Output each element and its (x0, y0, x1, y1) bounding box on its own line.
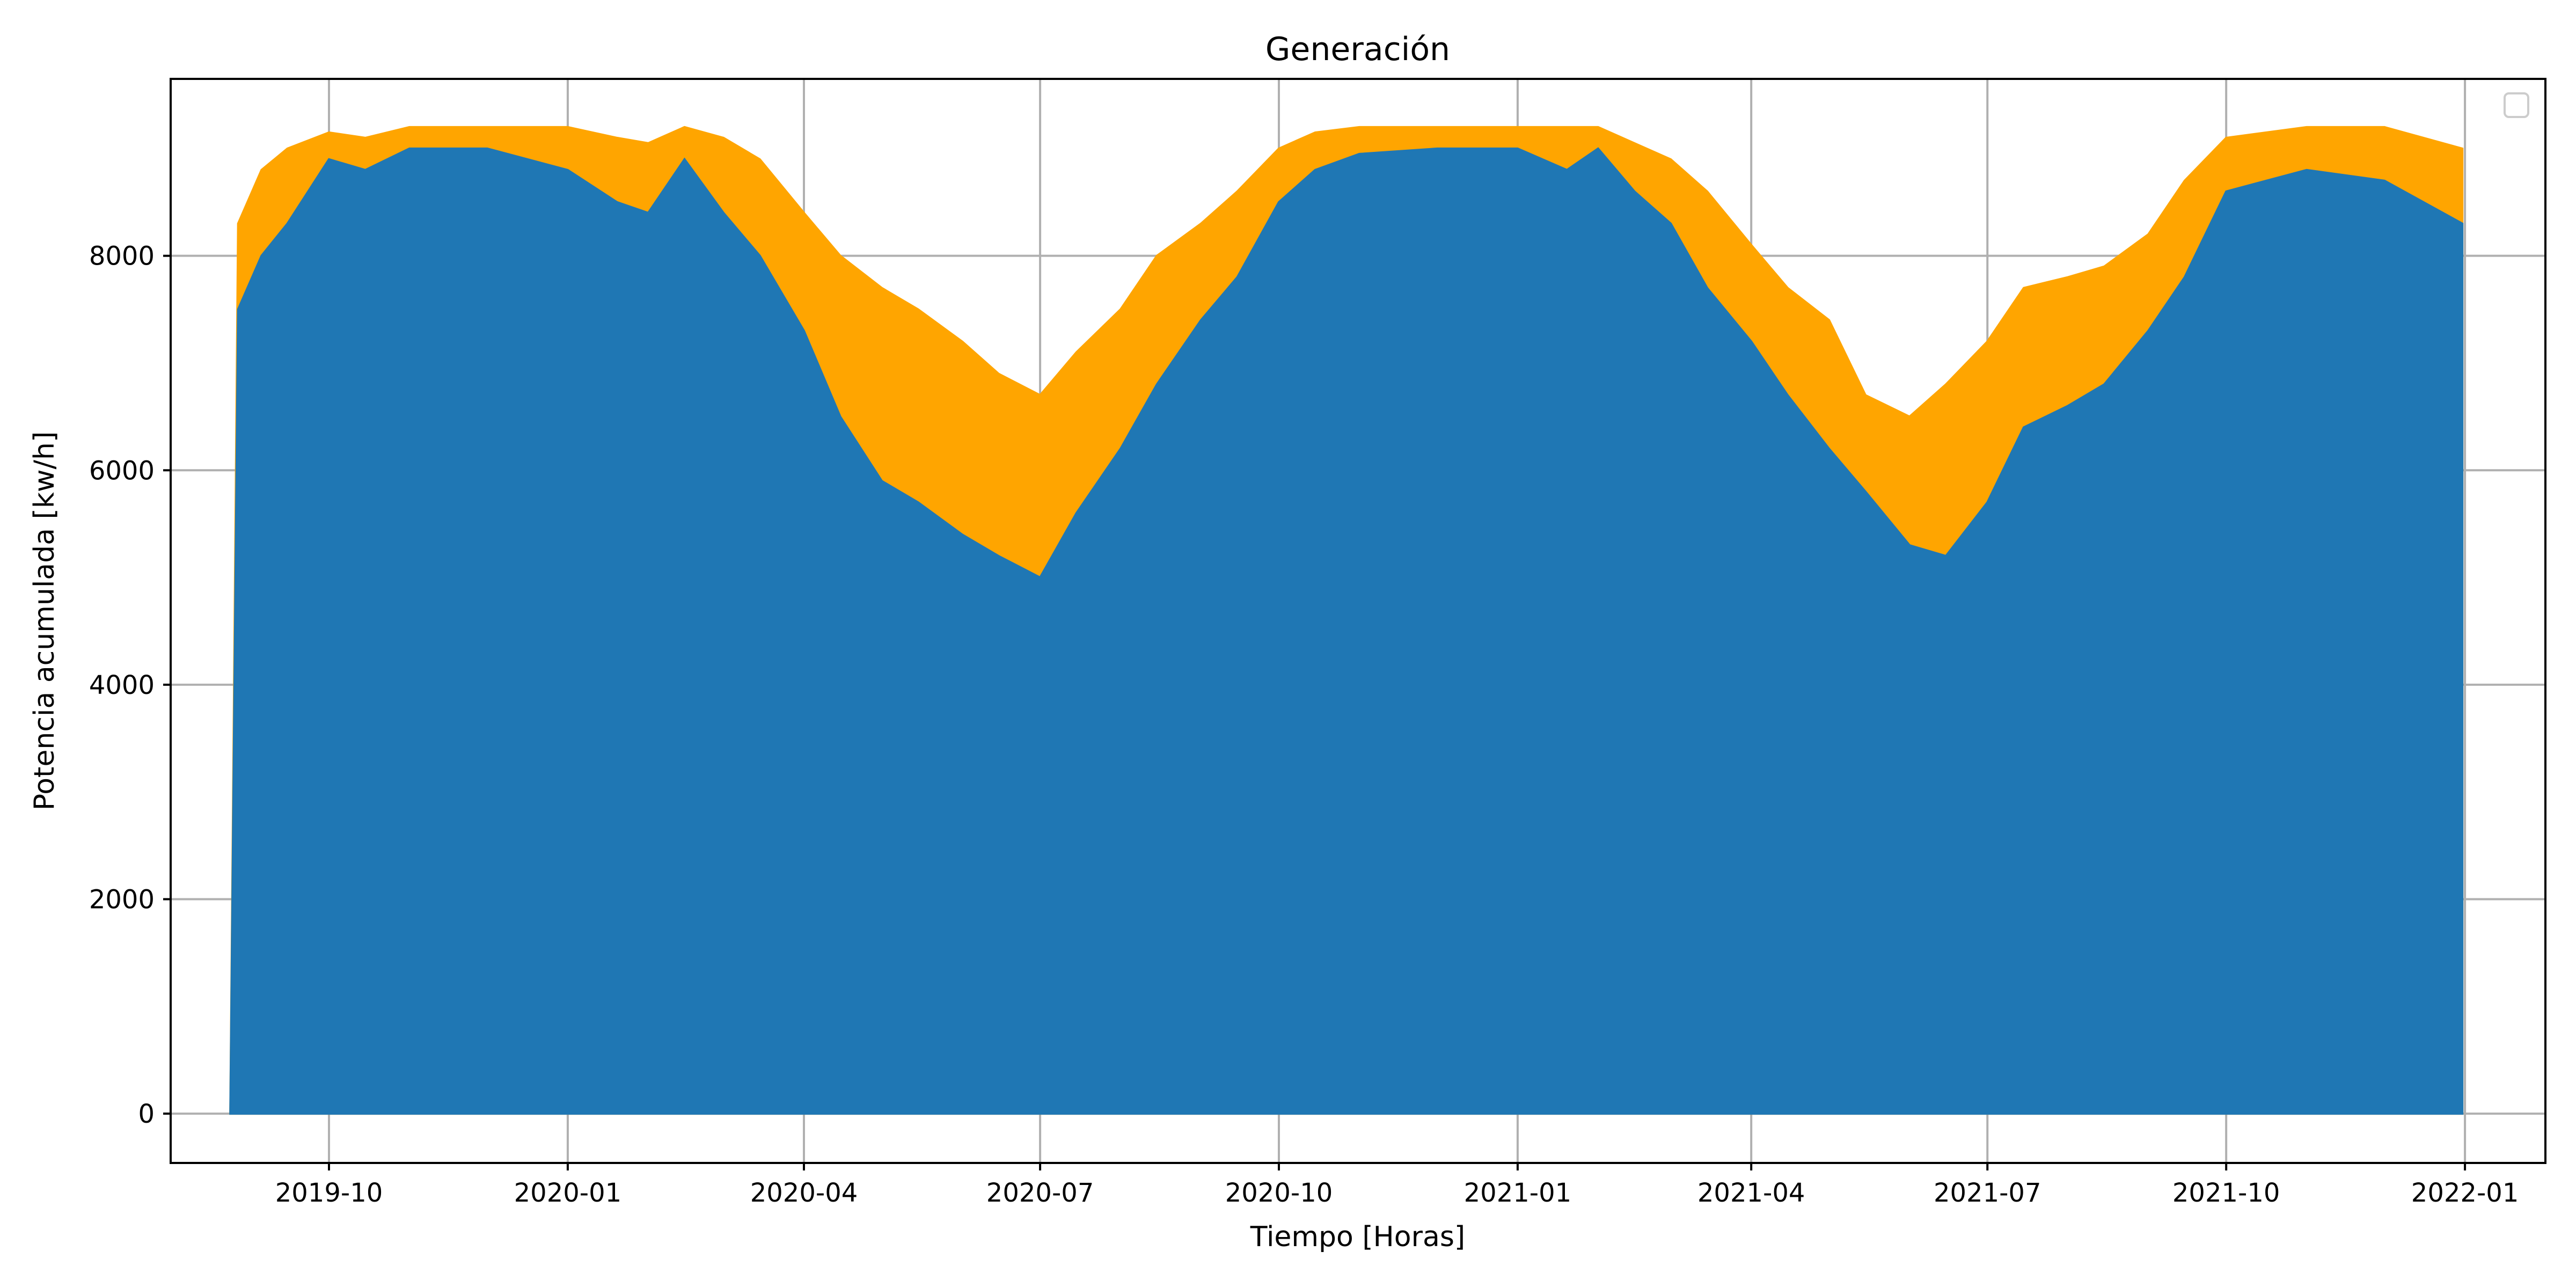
x-axis: 2019-10 2020-01 2020-04 2020-07 2020-10 2021-… (275, 1163, 2519, 1208)
legend-box (2504, 92, 2529, 118)
x-tick-label: 2021-10 (2172, 1178, 2280, 1208)
y-tick-label: 8000 (89, 241, 155, 272)
chart-title: Generación (1265, 31, 1450, 68)
y-axis: 0 2000 4000 6000 8000 (89, 241, 171, 1129)
x-tick-label: 2020-04 (750, 1178, 858, 1208)
x-tick-label: 2021-04 (1697, 1178, 1805, 1208)
x-tick-label: 2020-07 (986, 1178, 1094, 1208)
y-tick-label: 0 (138, 1099, 155, 1129)
x-tick-label: 2021-01 (1464, 1178, 1572, 1208)
y-tick-label: 2000 (89, 884, 155, 914)
x-tick-label: 2022-01 (2411, 1178, 2519, 1208)
x-axis-label: Tiempo [Horas] (1250, 1221, 1465, 1253)
x-tick-label: 2020-01 (514, 1178, 622, 1208)
x-tick-label: 2019-10 (275, 1178, 383, 1208)
y-axis-label: Potencia acumulada [kw/h] (28, 431, 61, 811)
y-tick-label: 6000 (89, 456, 155, 486)
series-1-area (229, 147, 2464, 1115)
x-tick-label: 2020-10 (1225, 1178, 1333, 1208)
y-tick-label: 4000 (89, 670, 155, 700)
plot-frame (170, 78, 2546, 1164)
series-layer (229, 126, 2464, 1115)
x-tick-label: 2021-07 (1934, 1178, 2041, 1208)
